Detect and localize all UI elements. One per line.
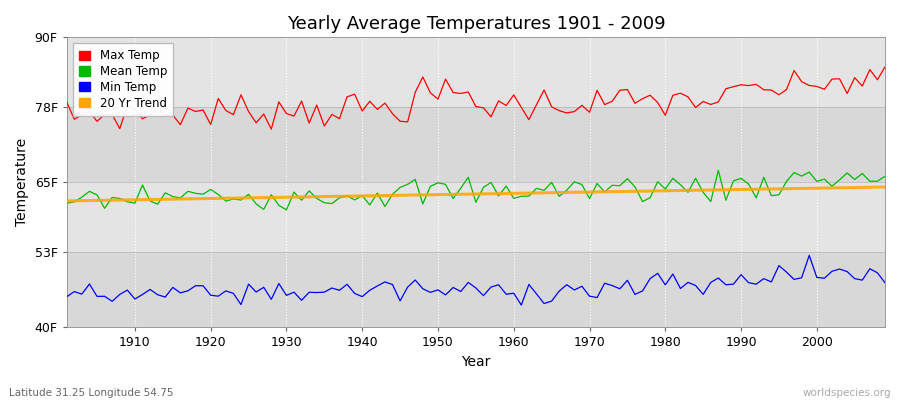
Bar <box>67 252 885 328</box>
Text: Latitude 31.25 Longitude 54.75: Latitude 31.25 Longitude 54.75 <box>9 388 174 398</box>
Legend: Max Temp, Mean Temp, Min Temp, 20 Yr Trend: Max Temp, Mean Temp, Min Temp, 20 Yr Tre… <box>73 43 173 116</box>
Bar <box>67 182 885 252</box>
Title: Yearly Average Temperatures 1901 - 2009: Yearly Average Temperatures 1901 - 2009 <box>286 15 665 33</box>
Bar <box>67 107 885 182</box>
Text: worldspecies.org: worldspecies.org <box>803 388 891 398</box>
Bar <box>67 37 885 107</box>
X-axis label: Year: Year <box>461 355 491 369</box>
Y-axis label: Temperature: Temperature <box>15 138 29 226</box>
